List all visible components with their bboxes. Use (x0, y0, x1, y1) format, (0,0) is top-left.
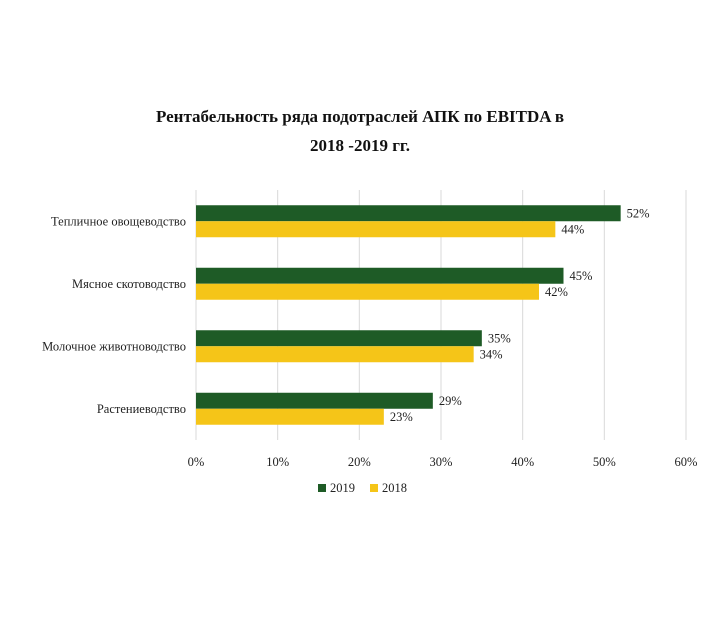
bar-2018 (196, 221, 556, 238)
data-label: 34% (480, 347, 503, 361)
data-label: 52% (627, 206, 650, 220)
chart-title-line-1: Рентабельность ряда подотраслей АПК по E… (156, 107, 564, 126)
data-label: 29% (439, 394, 462, 408)
bar-2018 (196, 283, 539, 300)
bar-2018 (196, 408, 384, 425)
data-label: 45% (570, 269, 593, 283)
legend-label: 2019 (330, 481, 355, 495)
data-labels: 52% 44% 45%42% 35% 34% 29% 23% (390, 206, 650, 424)
legend-swatch-2019 (318, 484, 326, 492)
category-label: Растениеводство (97, 402, 186, 416)
category-label: Молочное животноводство (42, 339, 186, 353)
data-label: 44% (561, 222, 584, 236)
x-tick-label: 60% (675, 455, 698, 469)
x-tick-label: 20% (348, 455, 371, 469)
legend: 2019 2018 (318, 481, 407, 495)
data-label: 42% (545, 285, 568, 299)
legend-swatch-2018 (370, 484, 378, 492)
bar-2019 (196, 330, 482, 347)
x-tick-label: 40% (511, 455, 534, 469)
chart-title-line-2: 2018 -2019 гг. (310, 136, 410, 155)
bars (196, 205, 621, 425)
x-tick-label: 30% (430, 455, 453, 469)
legend-label: 2018 (382, 481, 407, 495)
data-label: 23% (390, 410, 413, 424)
bar-2018 (196, 346, 474, 363)
x-axis-ticks: 0% 10% 20% 30% 40% 50% 60% (188, 455, 698, 469)
bar-2019 (196, 392, 433, 409)
bar-2019 (196, 205, 621, 222)
bar-2019 (196, 267, 564, 284)
category-label: Мясное скотоводство (72, 277, 186, 291)
x-tick-label: 50% (593, 455, 616, 469)
category-label: Тепличное овощеводство (51, 214, 186, 228)
data-label: 35% (488, 331, 511, 345)
category-labels: Тепличное овощеводство Мясное скотоводств… (42, 214, 186, 416)
x-tick-label: 10% (266, 455, 289, 469)
x-tick-label: 0% (188, 455, 205, 469)
